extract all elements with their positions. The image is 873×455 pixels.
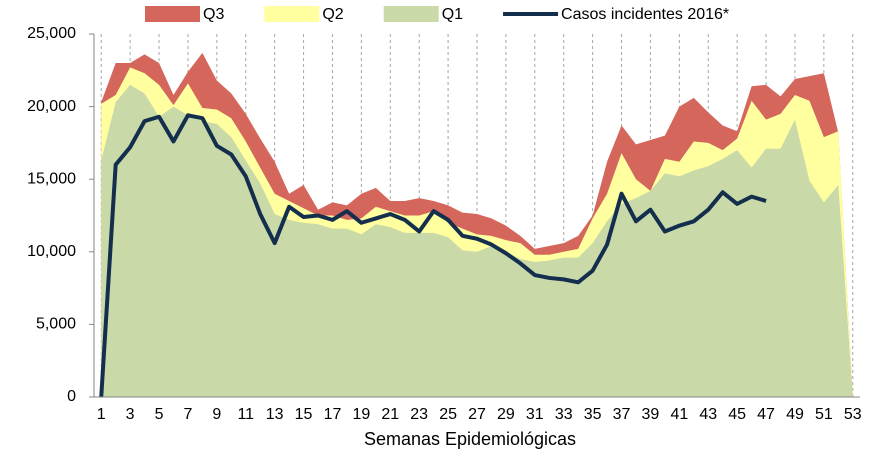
y-tick-label: 25,000 bbox=[27, 25, 76, 42]
x-tick-label: 5 bbox=[155, 406, 164, 423]
x-tick-label: 29 bbox=[497, 406, 515, 423]
y-tick-label: 20,000 bbox=[27, 98, 76, 115]
legend-swatch bbox=[145, 6, 200, 22]
x-tick-label: 39 bbox=[642, 406, 660, 423]
legend-swatch bbox=[264, 6, 320, 22]
area bbox=[101, 84, 853, 397]
x-tick-label: 1 bbox=[97, 406, 106, 423]
x-tick-label: 3 bbox=[126, 406, 135, 423]
x-tick-label: 23 bbox=[410, 406, 428, 423]
x-tick-label: 43 bbox=[699, 406, 717, 423]
x-axis-title: Semanas Epidemiológicas bbox=[364, 429, 576, 449]
y-tick-label: 15,000 bbox=[27, 170, 76, 187]
legend-label: Q3 bbox=[203, 6, 224, 23]
x-tick-label: 19 bbox=[352, 406, 370, 423]
y-tick-label: 10,000 bbox=[27, 243, 76, 260]
x-tick-label: 9 bbox=[212, 406, 221, 423]
line bbox=[99, 113, 767, 398]
x-tick-label: 37 bbox=[613, 406, 631, 423]
legend-swatch bbox=[383, 6, 439, 22]
x-tick-label: 45 bbox=[728, 406, 746, 423]
x-tick-label: 51 bbox=[815, 406, 833, 423]
x-tick-label: 25 bbox=[439, 406, 457, 423]
x-tick-label: 15 bbox=[295, 406, 313, 423]
x-tick-label: 7 bbox=[183, 406, 192, 423]
x-tick-label: 31 bbox=[526, 406, 544, 423]
x-tick-label: 49 bbox=[786, 406, 804, 423]
x-tick-label: 21 bbox=[381, 406, 399, 423]
legend-label: Q1 bbox=[442, 6, 463, 23]
x-tick-label: 13 bbox=[266, 406, 284, 423]
y-tick-label: 0 bbox=[67, 388, 76, 405]
x-tick-label: 17 bbox=[324, 406, 342, 423]
legend-label: Q2 bbox=[322, 6, 343, 23]
x-tick-label: 53 bbox=[844, 406, 862, 423]
x-tick-label: 35 bbox=[584, 406, 602, 423]
x-tick-label: 41 bbox=[670, 406, 688, 423]
x-tick-label: 27 bbox=[468, 406, 486, 423]
x-tick-label: 33 bbox=[555, 406, 573, 423]
x-tick-label: 11 bbox=[237, 406, 254, 423]
x-tick-label: 47 bbox=[757, 406, 775, 423]
legend-label: Casos incidentes 2016* bbox=[561, 6, 729, 23]
y-tick-label: 5,000 bbox=[36, 316, 76, 333]
